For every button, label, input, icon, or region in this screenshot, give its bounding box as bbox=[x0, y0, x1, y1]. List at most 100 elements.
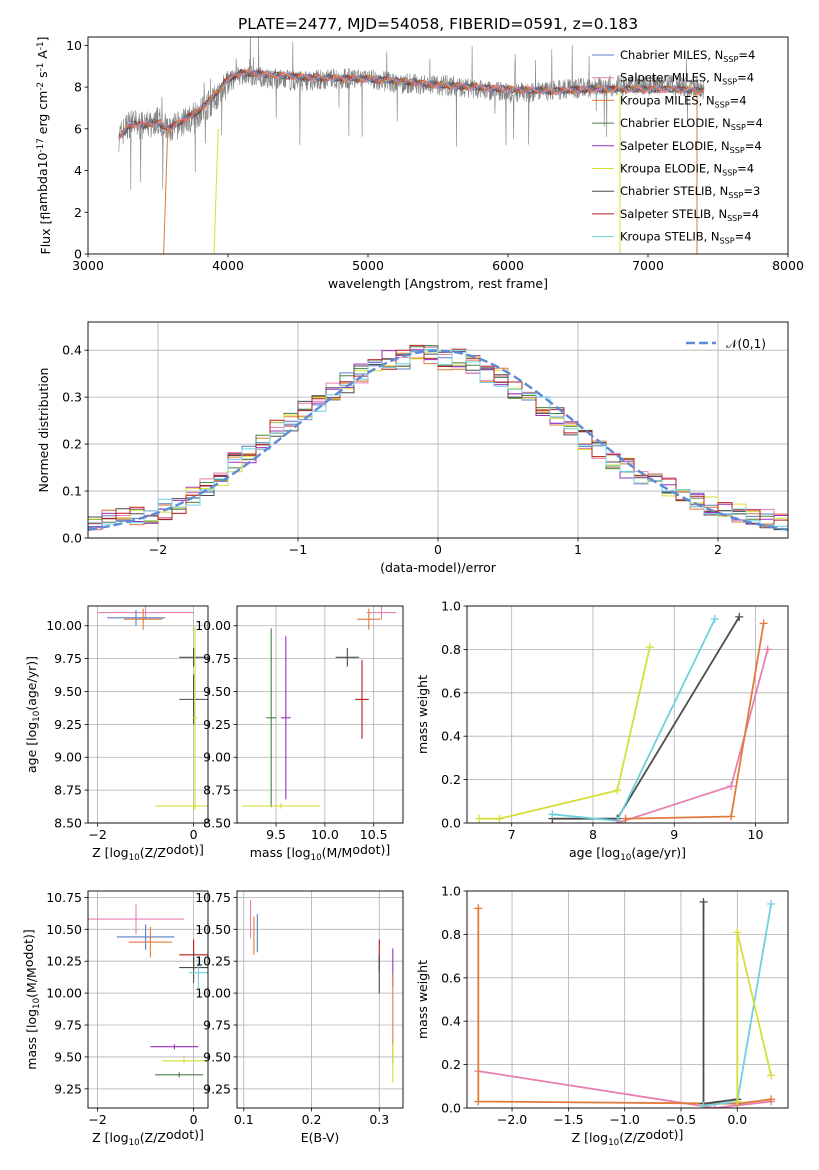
y-tick-label: 10.50 bbox=[46, 922, 82, 937]
y-tick-label: 10.25 bbox=[46, 954, 82, 969]
series-marker bbox=[727, 782, 736, 791]
x-axis-label: age [log10(age/yr)] bbox=[569, 845, 686, 863]
x-tick-label: 0.1 bbox=[234, 1112, 254, 1127]
series-marker bbox=[474, 904, 483, 913]
y-tick-label: 9.25 bbox=[54, 1081, 82, 1096]
y-axis-label: mass weight bbox=[415, 675, 430, 754]
legend-label: 𝒩(0,1) bbox=[726, 337, 766, 351]
y-tick-label: 0.4 bbox=[441, 729, 461, 744]
grid-lines bbox=[237, 891, 403, 1108]
hist-step-kroupa-stelib bbox=[88, 348, 788, 527]
x-tick-label: 0 bbox=[190, 1112, 198, 1127]
series-line-salpeter-miles bbox=[478, 1070, 772, 1108]
series-marker bbox=[733, 928, 742, 937]
y-tick-label: 0.1 bbox=[62, 484, 82, 499]
coverage-edge bbox=[163, 128, 169, 254]
series-marker bbox=[763, 645, 772, 654]
axes-frame bbox=[87, 321, 789, 539]
y-tick-label: 9.00 bbox=[54, 750, 82, 765]
y-tick-label: 9.25 bbox=[203, 1081, 231, 1096]
series-marker bbox=[613, 786, 622, 795]
x-tick-label: 4000 bbox=[212, 258, 244, 273]
series-model-kroupa-miles bbox=[118, 68, 704, 141]
y-tick-label: 0.0 bbox=[441, 1101, 461, 1116]
legend-label: Kroupa STELIB, NSSP=4 bbox=[620, 230, 752, 246]
y-tick-label: 9.50 bbox=[203, 684, 231, 699]
x-tick-label: −2 bbox=[149, 542, 167, 557]
chart-spectrum: 3000 4000 5000 6000 7000 8000 0 2 4 6 8 10 wavelengt… bbox=[35, 37, 804, 291]
plot-area bbox=[475, 612, 772, 823]
y-tick-label: 0.4 bbox=[62, 343, 82, 358]
y-tick-label: 0.0 bbox=[62, 531, 82, 546]
axes-frame bbox=[87, 605, 209, 824]
y-tick-label: 10.75 bbox=[46, 890, 82, 905]
x-axis-label: wavelength [Angstrom, rest frame] bbox=[328, 276, 548, 291]
series-line-chabrier-stelib bbox=[552, 616, 740, 820]
y-tick-label: 9.50 bbox=[203, 1049, 231, 1064]
series-marker bbox=[699, 1101, 708, 1108]
y-tick-label: 0.8 bbox=[441, 927, 461, 942]
axes-frame bbox=[87, 890, 209, 1109]
x-axis-label: mass [log10(M/Modot)] bbox=[250, 842, 390, 863]
series-marker bbox=[733, 1097, 742, 1106]
series-marker bbox=[475, 814, 484, 823]
y-tick-label: 9.50 bbox=[54, 1049, 82, 1064]
y-tick-label: 9.00 bbox=[203, 750, 231, 765]
series-marker bbox=[735, 612, 744, 621]
x-axis-label: Z [log10(Z/Zodot)] bbox=[92, 842, 204, 863]
plot-area bbox=[241, 606, 397, 809]
axes-frame bbox=[236, 605, 404, 824]
plot-area bbox=[88, 903, 208, 1078]
x-axis-label: Z [log10(Z/Zodot)] bbox=[572, 1127, 684, 1148]
y-tick-label: 10.00 bbox=[195, 618, 231, 633]
series-marker bbox=[613, 819, 622, 823]
series-marker bbox=[548, 810, 557, 819]
figure-title: PLATE=2477, MJD=54058, FIBERID=0591, z=0… bbox=[238, 15, 638, 33]
y-tick-label: 9.75 bbox=[54, 1018, 82, 1033]
y-axis-label: Normed distribution bbox=[36, 368, 51, 493]
x-tick-label: 0.2 bbox=[302, 1112, 322, 1127]
legend-label: Chabrier ELODIE, NSSP=4 bbox=[620, 116, 763, 132]
grid-lines bbox=[88, 891, 208, 1108]
x-tick-label: 0.3 bbox=[369, 1112, 389, 1127]
y-tick-label: 9.75 bbox=[54, 651, 82, 666]
legend-label: Salpeter STELIB, NSSP=4 bbox=[620, 207, 759, 223]
chart-residuals: −2 −1 0 1 2 0.0 0.1 0.2 0.3 0.4 (data-model)/error… bbox=[36, 321, 789, 575]
y-axis-label: Flux [flambda10-17 erg cm-2 s-1 A-1] bbox=[35, 37, 53, 255]
plot-area bbox=[88, 344, 788, 531]
x-tick-label: 9 bbox=[670, 827, 678, 842]
axes-frame bbox=[466, 605, 789, 824]
x-axis-label: E(B-V) bbox=[301, 1130, 340, 1145]
y-tick-label: 0.0 bbox=[441, 816, 461, 831]
normal-curve bbox=[88, 349, 788, 531]
series-marker bbox=[767, 1095, 776, 1104]
x-tick-label: −2 bbox=[88, 827, 106, 842]
y-tick-label: 0.2 bbox=[441, 772, 461, 787]
series-marker bbox=[727, 812, 736, 821]
x-tick-label: 8 bbox=[589, 827, 597, 842]
chart-age-vs-mass: 9.5 10.0 10.5 8.50 8.75 9.00 9.25 9.50 9.75 10.00… bbox=[195, 605, 404, 863]
series-line-kroupa-miles bbox=[625, 623, 765, 820]
chart-mass-vs-EBV: 0.1 0.2 0.3 9.25 9.50 9.75 10.00 10.25 10.50 10.7… bbox=[195, 890, 404, 1145]
y-tick-label: 8.50 bbox=[203, 816, 231, 831]
y-tick-label: 9.75 bbox=[203, 1018, 231, 1033]
y-tick-label: 10.75 bbox=[195, 890, 231, 905]
chart-mass-vs-Z: −2 0 9.25 9.50 9.75 10.00 10.25 10.50 10.75 Z [lo… bbox=[21, 890, 209, 1148]
series-marker bbox=[767, 1071, 776, 1080]
series-marker bbox=[621, 814, 630, 823]
y-tick-label: 4 bbox=[74, 163, 82, 178]
series-data-spectrum bbox=[118, 37, 705, 190]
y-tick-label: 8.50 bbox=[54, 816, 82, 831]
y-tick-label: 0.2 bbox=[62, 437, 82, 452]
series-marker bbox=[710, 1104, 719, 1108]
legend-label: Chabrier STELIB, NSSP=3 bbox=[620, 184, 760, 200]
grid-lines bbox=[467, 605, 788, 824]
x-tick-label: 1 bbox=[574, 542, 582, 557]
x-tick-label: 6000 bbox=[492, 258, 524, 273]
y-tick-label: 0 bbox=[74, 247, 82, 262]
legend-label: Salpeter ELODIE, NSSP=4 bbox=[620, 139, 762, 155]
plot-area bbox=[118, 37, 705, 254]
y-tick-label: 0.6 bbox=[441, 685, 461, 700]
y-tick-label: 10.00 bbox=[46, 986, 82, 1001]
y-tick-label: 9.25 bbox=[54, 717, 82, 732]
